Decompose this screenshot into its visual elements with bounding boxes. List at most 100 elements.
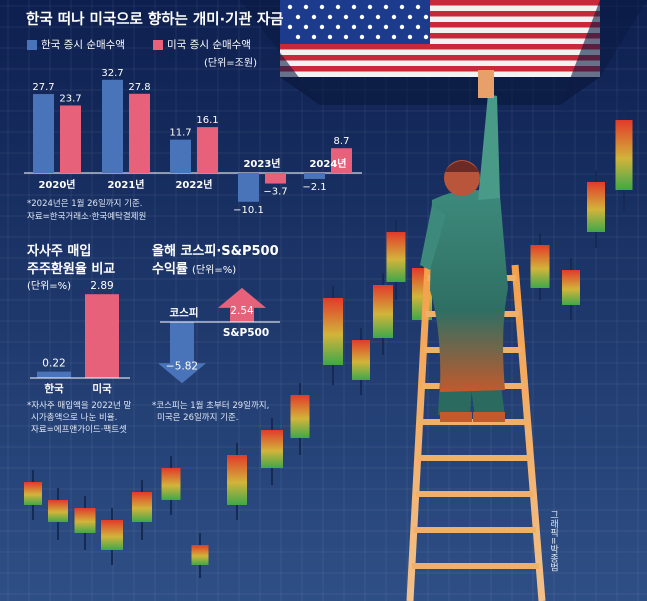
- legend-label-us: 미국 증시 순매수액: [167, 39, 251, 51]
- data-label-us: 23.7: [59, 93, 81, 104]
- bar-us: [265, 173, 286, 184]
- legend-swatch-korea: [27, 40, 37, 50]
- candlestick: [290, 395, 310, 438]
- data-label-korea: 27.7: [32, 82, 54, 93]
- flag-star: [343, 14, 349, 20]
- flag-star: [375, 34, 381, 40]
- flag-stripe-white: [280, 60, 600, 66]
- candlestick: [587, 182, 605, 232]
- flag-stripe-red: [280, 44, 600, 50]
- data-label-korea: −10.1: [233, 205, 264, 216]
- bar-korea: [102, 79, 123, 173]
- flag-stripe-red: [280, 55, 600, 61]
- flag-star: [367, 4, 373, 10]
- category-label-buyback: 한국: [44, 382, 64, 395]
- flag-star: [303, 24, 309, 30]
- bar-us: [197, 127, 218, 173]
- data-label-buyback: 2.89: [90, 280, 113, 292]
- data-label-sp500: 2.54: [230, 305, 254, 317]
- chart1-unit: (단위=조원): [204, 58, 257, 69]
- graphic-credit: 그래픽=박종범: [548, 510, 558, 572]
- candlestick: [373, 285, 393, 338]
- flag-star: [399, 24, 405, 30]
- flag-stripe-red: [280, 0, 600, 6]
- flag-stripe-white: [280, 38, 600, 44]
- candlestick: [352, 340, 370, 380]
- candlestick: [227, 455, 247, 505]
- flag-star: [351, 4, 357, 10]
- flag-star: [303, 4, 309, 10]
- chart3-note-line1: *코스피는 1월 초부터 29일까지,: [152, 401, 270, 411]
- flag-star: [407, 34, 413, 40]
- chart2-source: 자료=에프앤가이드·팩트셋: [31, 425, 127, 435]
- flag-star: [319, 4, 325, 10]
- flag-star: [391, 34, 397, 40]
- flag-star: [335, 4, 341, 10]
- flag-star: [359, 34, 365, 40]
- ladder-rung: [415, 491, 534, 497]
- person-hand: [478, 70, 494, 98]
- flag-star: [423, 14, 429, 20]
- category-label-kospi: 코스피: [170, 306, 199, 319]
- category-label-buyback: 미국: [92, 382, 112, 395]
- flag-stripe-red: [280, 66, 600, 72]
- flag-star: [391, 14, 397, 20]
- person-shoe: [473, 412, 505, 422]
- flag-star: [399, 4, 405, 10]
- person-arm-down: [420, 205, 446, 270]
- data-label-buyback: 0.22: [42, 358, 65, 370]
- legend-label-korea: 한국 증시 순매수액: [41, 39, 125, 51]
- flag-star: [359, 14, 365, 20]
- arrow-kospi: [158, 322, 206, 384]
- flag-shadow: [280, 77, 600, 105]
- category-label: 2024년: [309, 157, 346, 170]
- chart3-note-line2: 미국은 26일까지 기준.: [157, 413, 239, 423]
- candlestick: [530, 245, 550, 288]
- flag-star: [327, 34, 333, 40]
- flag-stripe-red: [280, 33, 600, 39]
- flag-star: [335, 24, 341, 30]
- flag-star: [375, 14, 381, 20]
- candlestick: [386, 232, 406, 282]
- ladder-rung: [413, 527, 537, 533]
- legend-swatch-us: [153, 40, 163, 50]
- flag-stripe-white: [280, 71, 600, 77]
- flag-star: [295, 14, 301, 20]
- flag-star: [415, 4, 421, 10]
- candlestick: [562, 270, 580, 305]
- chart3-title-line2: 수익률 (단위=%): [152, 263, 236, 276]
- flag-stripe-white: [280, 5, 600, 11]
- chart3-title-line2-text: 수익률: [152, 262, 188, 277]
- bar-korea-buyback: [37, 371, 71, 378]
- bar-us: [129, 93, 150, 173]
- flag-fold-left: [240, 0, 320, 105]
- candlestick: [132, 492, 152, 522]
- data-label-korea: −2.1: [302, 182, 326, 193]
- ladder-rail-right: [511, 264, 546, 601]
- bar-us: [60, 105, 81, 173]
- candlestick: [615, 120, 633, 190]
- category-label: 2023년: [243, 157, 280, 170]
- bar-korea: [238, 173, 259, 202]
- flag-star: [383, 4, 389, 10]
- flag-star: [311, 14, 317, 20]
- data-label-korea: 32.7: [101, 68, 123, 79]
- data-label-korea: 11.7: [169, 128, 191, 139]
- candlestick: [74, 508, 96, 533]
- flag-star: [295, 34, 301, 40]
- bar-korea: [304, 173, 325, 179]
- chart2-unit: (단위=%): [27, 281, 72, 292]
- data-label-us: 8.7: [334, 136, 350, 147]
- category-label: 2022년: [175, 178, 212, 191]
- category-label: 2020년: [38, 178, 75, 191]
- flag-stripe-white: [280, 49, 600, 55]
- flag-star: [327, 14, 333, 20]
- flag-stripe-red: [280, 11, 600, 17]
- bar-us: [331, 148, 352, 173]
- flag-star: [423, 34, 429, 40]
- flag-star: [311, 34, 317, 40]
